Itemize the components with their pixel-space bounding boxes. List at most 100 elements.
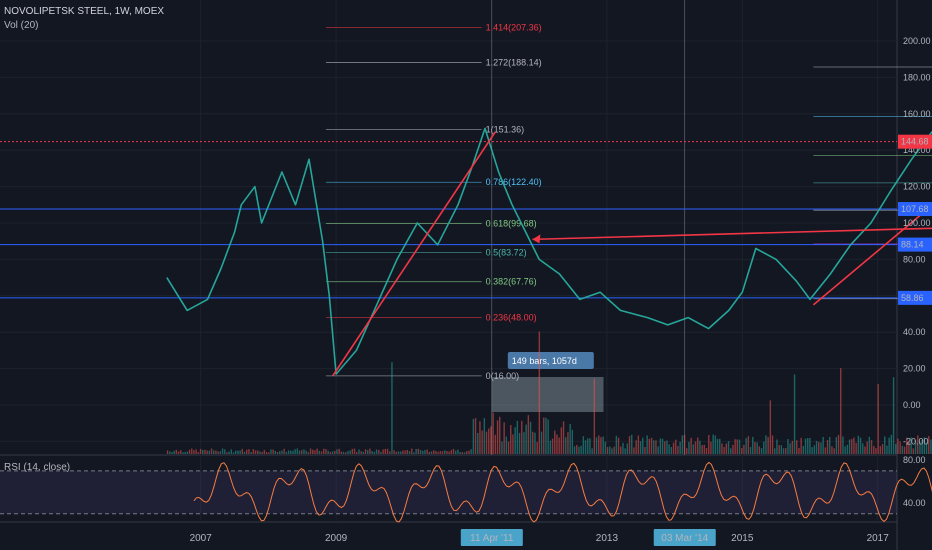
volume-bar — [239, 450, 241, 454]
volume-bar — [191, 448, 193, 454]
volume-bar — [565, 437, 567, 454]
volume-bar — [356, 452, 358, 454]
volume-bar — [318, 450, 321, 454]
volume-bar — [705, 448, 708, 454]
volume-bar — [789, 443, 791, 454]
volume-bar — [831, 446, 833, 454]
volume-bar — [719, 438, 721, 454]
volume-bar — [840, 368, 842, 454]
volume-bar — [644, 447, 646, 454]
volume-bar — [479, 421, 481, 454]
volume-bar — [602, 436, 604, 454]
fib-label: 0(16.00) — [486, 371, 520, 381]
measure-zones: 149 bars, 1057d149 bars, 1043d — [491, 352, 604, 412]
volume-bar — [921, 439, 923, 454]
volume-bar — [345, 452, 347, 454]
volume-bar — [903, 446, 906, 454]
volume-bar — [532, 431, 534, 454]
volume-bar — [677, 445, 679, 454]
volume-bar — [857, 435, 860, 454]
volume-bar — [312, 449, 314, 454]
volume-bar — [686, 448, 688, 454]
volume-bar — [809, 438, 811, 454]
volume-bar — [716, 438, 719, 454]
volume-bar — [855, 443, 857, 454]
volume-bar — [851, 439, 853, 454]
volume-bar — [703, 444, 706, 454]
volume-bar — [593, 378, 596, 454]
price-badge-label: 88.14 — [901, 240, 924, 250]
volume-bar — [461, 452, 464, 454]
volume-bar — [252, 449, 255, 454]
volume-bar — [534, 432, 536, 454]
volume-bar — [188, 449, 191, 454]
volume-bar — [906, 437, 908, 454]
volume-bar — [257, 450, 259, 454]
volume-bar — [862, 443, 864, 454]
volume-bar — [389, 451, 391, 454]
price-tick-label: 20.00 — [903, 364, 926, 374]
volume-bar — [384, 448, 387, 454]
volume-bar — [848, 439, 851, 454]
fib-levels: 1.414(207.36) 1.272(188.14) 1(151.36) 0.786… — [325, 23, 932, 381]
volume-bar — [448, 451, 450, 454]
volume-bar — [523, 432, 525, 454]
trend-line-2016 — [812, 204, 932, 306]
volume-bar — [331, 451, 334, 454]
volume-bar — [820, 442, 822, 454]
volume-bar — [558, 437, 560, 454]
volume-bar — [287, 450, 290, 454]
volume-bar — [767, 437, 769, 454]
volume-bar — [362, 451, 365, 454]
volume-bar — [441, 451, 444, 454]
volume-bar — [279, 451, 281, 454]
volume-bar — [395, 451, 398, 454]
volume-bar — [202, 449, 204, 454]
volume-bar — [833, 448, 835, 454]
volume-bar — [402, 450, 404, 454]
volume-bar — [314, 450, 316, 454]
volume-bar — [298, 450, 301, 454]
volume-bar — [210, 448, 213, 454]
volume-bar — [881, 444, 884, 454]
volume-bar — [606, 447, 609, 454]
price-badge-label: 58.86 — [901, 293, 924, 303]
volume-bar — [525, 424, 527, 454]
volume-bar — [853, 437, 855, 454]
volume-bar — [763, 441, 765, 454]
volume-bar — [919, 441, 921, 454]
volume-bar — [785, 448, 787, 454]
volume-bar — [822, 437, 824, 454]
price-badges[interactable]: 144.68 107.68 88.14 58.86 — [898, 134, 932, 305]
volume-bar — [235, 450, 237, 454]
volume-bar — [743, 444, 745, 454]
time-highlight-bg — [653, 529, 716, 546]
volume-bar — [518, 432, 521, 454]
volume-bar — [285, 451, 288, 454]
volume-bar — [892, 377, 895, 454]
volume-bar — [895, 443, 897, 454]
price-tick-label: 180.00 — [903, 72, 931, 82]
volume-bar — [752, 436, 754, 454]
volume-bar — [725, 443, 728, 454]
volume-bar — [571, 429, 574, 454]
price-badge: 58.86 — [898, 290, 932, 305]
volume-bar — [604, 441, 607, 454]
volume-bar — [928, 435, 930, 454]
volume-bar — [859, 437, 862, 454]
time-highlight-bg — [460, 529, 523, 546]
volume-bar — [177, 451, 180, 454]
volume-bar — [617, 437, 620, 454]
volume-bar — [329, 452, 332, 454]
price-line — [166, 127, 932, 375]
volume-bar — [466, 451, 468, 454]
volume-bar — [672, 442, 675, 454]
volume-bar — [382, 449, 384, 454]
volume-bar — [516, 420, 519, 454]
volume-bar — [503, 422, 505, 454]
volume-bar — [791, 440, 794, 454]
volume-bar — [380, 451, 382, 454]
volume-bar — [265, 451, 268, 454]
time-tick-label: 2017 — [867, 533, 890, 544]
volume-bar — [274, 450, 277, 454]
